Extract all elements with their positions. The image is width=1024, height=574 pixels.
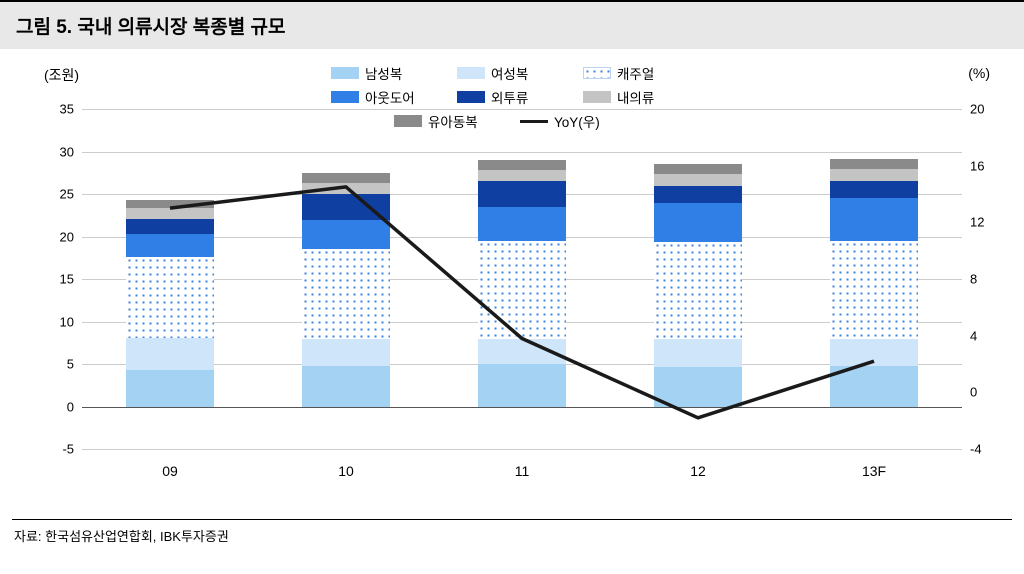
ytick-left: 30 — [42, 144, 74, 159]
swatch — [331, 67, 359, 79]
ytick-right: 0 — [970, 385, 1002, 400]
legend-item: 남성복 — [331, 63, 441, 83]
grid-line — [82, 449, 962, 450]
xtick: 12 — [690, 463, 706, 479]
chart-container: (조원) (%) 남성복여성복캐주얼아웃도어외투류내의류유아동복YoY(우) -… — [12, 49, 1012, 509]
legend-item: 외투류 — [457, 87, 567, 107]
ytick-left: 15 — [42, 272, 74, 287]
ytick-right: 16 — [970, 158, 1002, 173]
ytick-right: -4 — [970, 442, 1002, 457]
chart-title: 그림 5. 국내 의류시장 복종별 규모 — [0, 0, 1024, 49]
ytick-right: 20 — [970, 102, 1002, 117]
ytick-right: 12 — [970, 215, 1002, 230]
legend-label: 외투류 — [491, 87, 528, 107]
source-text: 자료: 한국섬유산업연합회, IBK투자증권 — [0, 520, 1024, 545]
legend-item: 아웃도어 — [331, 87, 441, 107]
legend-label: 아웃도어 — [365, 87, 415, 107]
ytick-left: -5 — [42, 442, 74, 457]
legend-label: 내의류 — [617, 87, 654, 107]
ytick-left: 0 — [42, 399, 74, 414]
xtick: 11 — [515, 463, 530, 479]
legend-item: 캐주얼 — [583, 63, 693, 83]
legend-item: 여성복 — [457, 63, 567, 83]
ytick-left: 25 — [42, 187, 74, 202]
ytick-left: 5 — [42, 357, 74, 372]
legend-label: 남성복 — [365, 63, 402, 83]
swatch — [457, 91, 485, 103]
legend-item: 내의류 — [583, 87, 693, 107]
swatch — [331, 91, 359, 103]
ytick-left: 35 — [42, 102, 74, 117]
legend-label: 여성복 — [491, 63, 528, 83]
ytick-right: 4 — [970, 328, 1002, 343]
xtick: 09 — [162, 463, 178, 479]
xtick: 13F — [862, 463, 886, 479]
swatch — [457, 67, 485, 79]
swatch — [583, 67, 611, 79]
xtick: 10 — [338, 463, 354, 479]
ytick-left: 10 — [42, 314, 74, 329]
left-axis-label: (조원) — [44, 65, 79, 85]
right-axis-label: (%) — [968, 65, 990, 81]
ytick-left: 20 — [42, 229, 74, 244]
ytick-right: 8 — [970, 272, 1002, 287]
plot-area: -505101520253035-40481216200910111213F — [82, 109, 962, 449]
yoy-line — [82, 109, 962, 449]
legend-label: 캐주얼 — [617, 63, 654, 83]
swatch — [583, 91, 611, 103]
